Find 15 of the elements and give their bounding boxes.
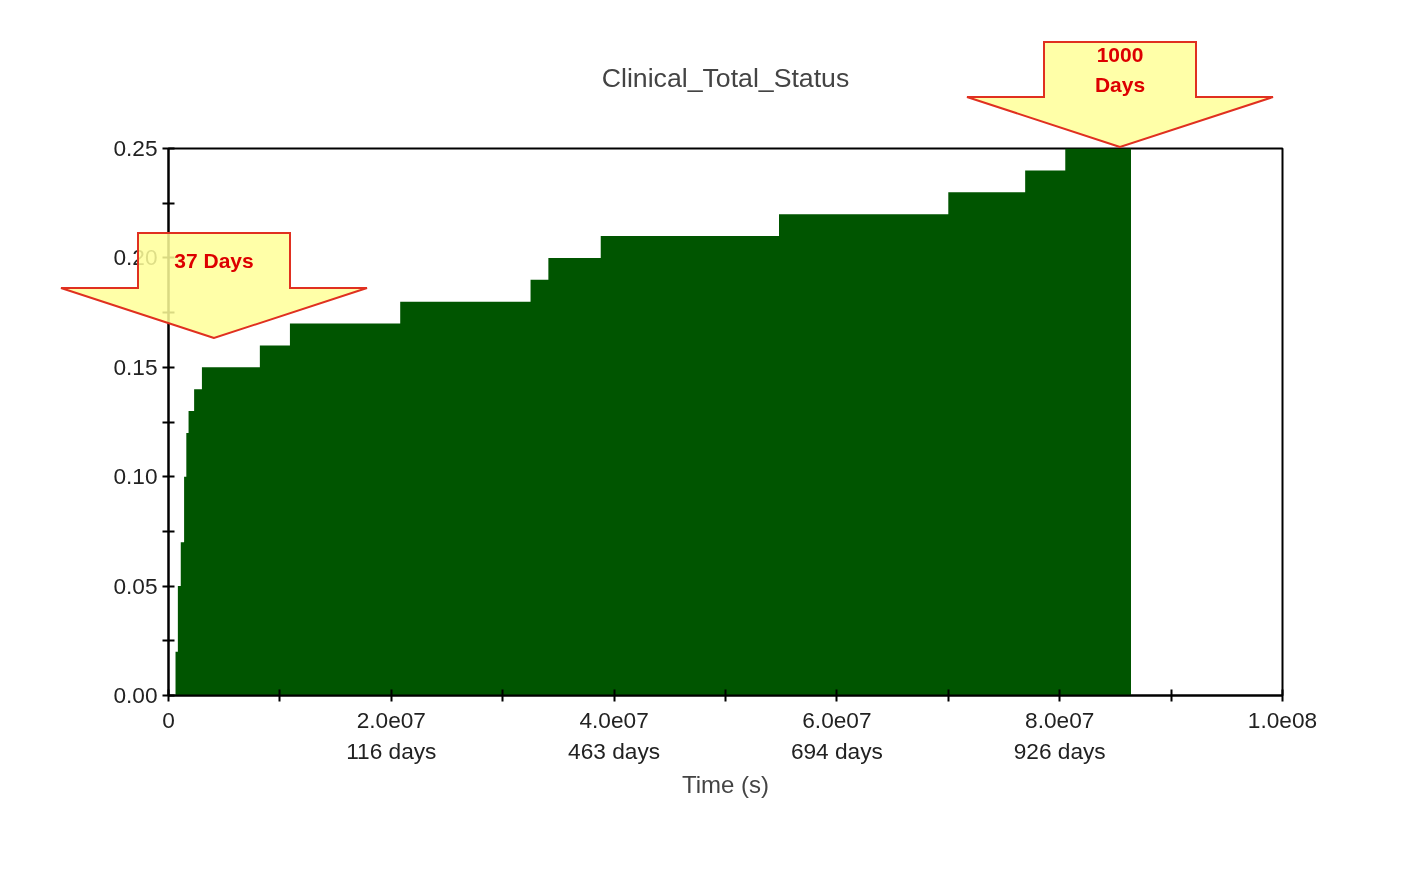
y-tick-label: 0.10 bbox=[113, 463, 158, 490]
x-tick-label: 1.0e08 bbox=[1247, 706, 1318, 733]
y-tick-label: 0.05 bbox=[113, 572, 158, 599]
y-tick-label: 0.15 bbox=[113, 353, 158, 380]
x-tick-label: 8.0e07 926 days bbox=[1013, 706, 1106, 764]
x-tick-label: 2.0e07 116 days bbox=[346, 706, 437, 764]
annotation: 37 Days bbox=[174, 249, 254, 272]
x-tick-label: 6.0e07 694 days bbox=[790, 706, 883, 764]
y-tick-label: 0.25 bbox=[113, 135, 158, 161]
x-axis-title: Time (s) bbox=[681, 770, 770, 798]
text: 1000 Days bbox=[1094, 43, 1146, 96]
x-tick-label: 4.0e07 463 days bbox=[568, 706, 661, 764]
y-tick-label: 0.00 bbox=[113, 682, 158, 708]
chart-title: Clinical_Total_Status bbox=[601, 62, 850, 93]
x-tick-label: 0 bbox=[162, 706, 175, 733]
